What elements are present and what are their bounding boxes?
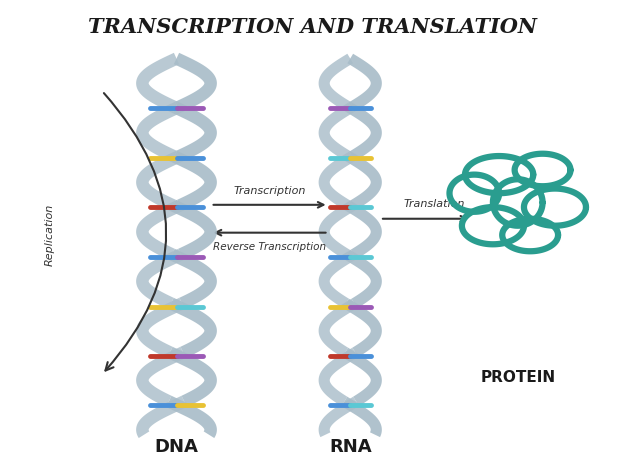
Text: Transcription: Transcription	[233, 186, 305, 196]
Text: DNA: DNA	[155, 438, 198, 455]
Text: PROTEIN: PROTEIN	[480, 370, 555, 384]
Text: RNA: RNA	[329, 438, 372, 455]
Text: Replication: Replication	[44, 204, 54, 266]
FancyArrowPatch shape	[104, 93, 166, 370]
Text: TRANSCRIPTION AND TRANSLATION: TRANSCRIPTION AND TRANSLATION	[88, 17, 538, 37]
Text: Translation: Translation	[403, 199, 464, 210]
Text: Reverse Transcription: Reverse Transcription	[213, 242, 326, 252]
